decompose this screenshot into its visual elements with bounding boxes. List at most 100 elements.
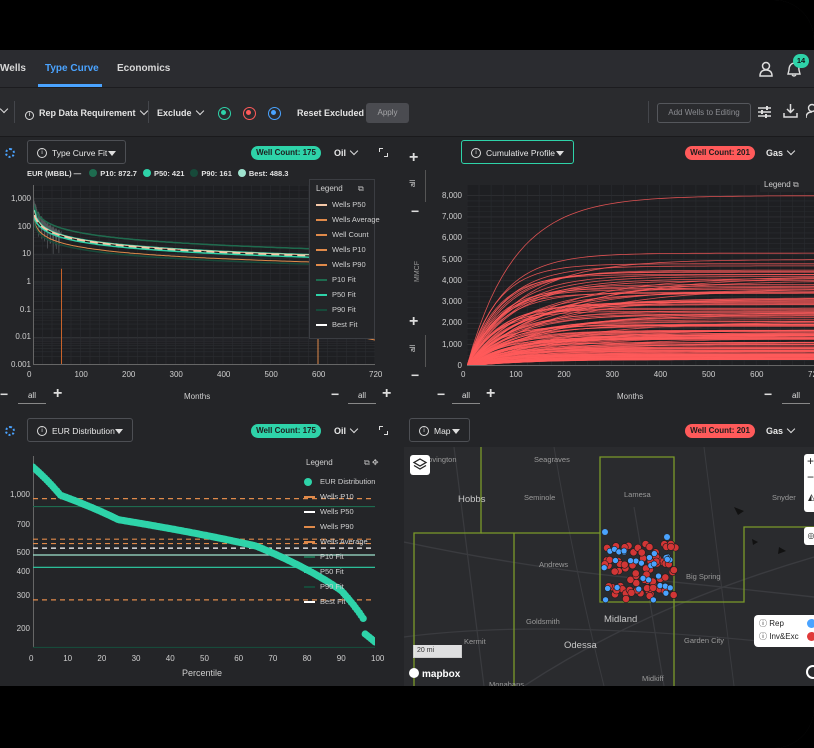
side-range-label[interactable]: all [410, 179, 418, 188]
legend-swatch [316, 264, 327, 266]
legend-swatch [304, 571, 315, 573]
zoom-out-button[interactable]: − [437, 386, 446, 402]
well-marker-inv [631, 569, 640, 578]
tab-economics[interactable]: Economics [117, 63, 171, 74]
rep-data-dropdown[interactable]: i Rep Data Requirement [25, 106, 148, 120]
zoom-out-button[interactable]: − [411, 203, 420, 219]
cumulative-dropdown[interactable]: i Cumulative Profile [461, 140, 574, 164]
tab-wells[interactable]: Wells [0, 63, 26, 74]
side-range-label-lower[interactable]: all [410, 344, 418, 353]
range-input-right[interactable]: all [782, 389, 810, 404]
legend-item[interactable]: P90 Fit [304, 582, 344, 591]
legend-swatch [304, 586, 315, 588]
legend-item[interactable]: Best Fit [316, 320, 357, 329]
range-input[interactable]: all [452, 389, 480, 404]
chevron-down-icon[interactable] [0, 104, 9, 114]
legend-swatch [316, 234, 327, 236]
filter-radio-blue[interactable] [268, 107, 281, 120]
reset-excluded-button[interactable]: Reset Excluded [297, 108, 365, 118]
well-marker-rep [638, 559, 645, 567]
zoom-in-button[interactable]: + [409, 149, 419, 166]
legend-item[interactable]: Wells P50 [316, 200, 366, 209]
legend-swatch [304, 478, 312, 486]
type-curve-x-label: Months [184, 392, 211, 401]
zoom-in-button[interactable]: + [486, 385, 496, 402]
legend-item[interactable]: Wells P10 [304, 492, 354, 501]
phase-select[interactable]: Gas [766, 424, 796, 436]
zoom-out-button-lower[interactable]: − [411, 367, 420, 383]
cumulative-x-label: Months [617, 392, 644, 401]
type-curve-dropdown[interactable]: i Type Curve Fit [27, 140, 126, 164]
gear-icon[interactable] [5, 148, 15, 158]
legend-item[interactable]: Wells Average [316, 215, 380, 224]
legend-item[interactable]: Wells Average [304, 537, 368, 546]
legend-item[interactable]: Well Count [316, 230, 369, 239]
phase-select[interactable]: Gas [766, 146, 796, 158]
legend-item[interactable]: P90 Fit [316, 305, 356, 314]
eur-dropdown-label: EUR Distribution [52, 426, 115, 436]
eur-stat: P10: 872.7 [89, 169, 137, 178]
p10-fit-line [32, 202, 319, 250]
download-icon[interactable] [783, 103, 798, 119]
expand-icon[interactable] [379, 148, 388, 157]
legend-item[interactable]: P10 Fit [304, 552, 344, 561]
filter-radio-green[interactable] [218, 107, 231, 120]
x-tick-label: 0 [461, 370, 466, 379]
y-tick-label: 1,000 [9, 490, 30, 500]
zoom-in-button-lower[interactable]: + [409, 313, 419, 330]
map-dropdown[interactable]: i Map [409, 418, 470, 442]
add-wells-button[interactable]: Add Wells to Editing [657, 103, 751, 123]
zoom-out-button[interactable]: − [0, 386, 9, 402]
zoom-in-button[interactable]: + [53, 385, 63, 402]
phase-select[interactable]: Oil [334, 424, 359, 436]
y-tick-label: 3,000 [441, 297, 462, 307]
cumulative-well-line [466, 337, 814, 367]
eur-distribution-plot[interactable] [29, 456, 379, 649]
legend-item[interactable]: Wells P90 [316, 260, 366, 269]
eur-distribution-chart [29, 456, 379, 649]
legend-item[interactable]: P10 Fit [316, 275, 356, 284]
user-settings-icon[interactable] [806, 103, 814, 119]
info-circle-icon[interactable] [806, 665, 814, 679]
legend-item[interactable]: Best Fit [304, 597, 345, 606]
legend-item[interactable]: Wells P10 [316, 245, 366, 254]
legend-dot [89, 169, 98, 177]
phase-select[interactable]: Oil [334, 146, 359, 158]
zoom-out-button-right[interactable]: − [764, 386, 773, 402]
user-icon[interactable] [759, 61, 773, 77]
phase-label: Gas [766, 426, 784, 436]
legend-dot [807, 619, 814, 628]
cumulative-well-line [466, 292, 814, 367]
range-input-right[interactable]: all [348, 389, 376, 404]
eur-stat: P90: 161 [190, 169, 232, 178]
legend-item[interactable]: P50 Fit [304, 567, 344, 576]
range-input[interactable]: all [18, 389, 46, 404]
map-view[interactable]: Lovington Seagraves Hobbs Seminole Lamesa Sny… [404, 447, 814, 686]
x-tick-label: 300 [169, 370, 183, 379]
tab-type-curve[interactable]: Type Curve [45, 63, 99, 74]
zoom-out-button-right[interactable]: − [331, 386, 340, 402]
legend-item[interactable]: EUR Distribution [304, 477, 375, 486]
map-zoom-in-icon[interactable]: + [807, 454, 814, 468]
y-tick-label: 4,000 [441, 275, 462, 285]
legend-item[interactable]: Wells P50 [304, 507, 354, 516]
legend-swatch [316, 204, 327, 206]
zoom-in-button-right[interactable]: + [382, 385, 392, 402]
compass-icon[interactable]: ◭ [808, 492, 814, 502]
sliders-icon[interactable] [757, 105, 772, 119]
apply-button[interactable]: Apply [366, 103, 409, 123]
legend-item[interactable]: P50 Fit [316, 290, 356, 299]
gear-icon[interactable] [5, 426, 15, 436]
legend-item[interactable]: Wells P90 [304, 522, 354, 531]
locate-button[interactable]: ◎ [804, 527, 814, 545]
map-zoom-out-icon[interactable]: − [807, 470, 814, 484]
well-marker-rep [620, 547, 628, 555]
layers-button[interactable] [410, 455, 430, 475]
filter-radio-red[interactable] [243, 107, 256, 120]
exclude-dropdown[interactable]: Exclude [157, 106, 204, 118]
expand-icon[interactable] [379, 426, 388, 435]
well-marker-inv [667, 542, 675, 551]
eur-distribution-dropdown[interactable]: i EUR Distribution [27, 418, 133, 442]
cumulative-plot[interactable] [466, 185, 814, 367]
y-tick-label: 200 [16, 624, 30, 634]
